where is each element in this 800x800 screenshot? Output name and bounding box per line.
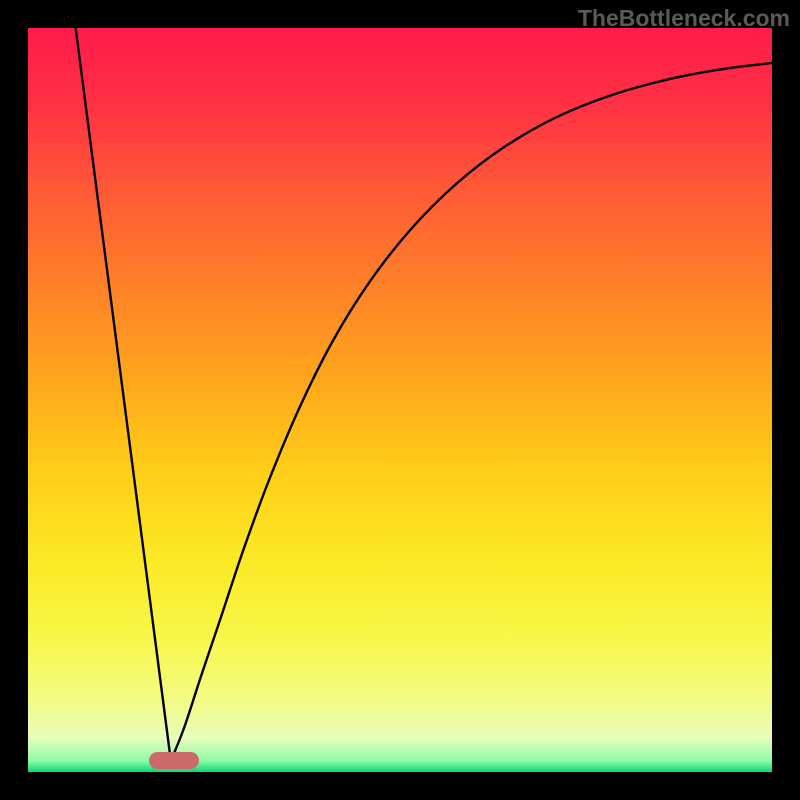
optimal-range-marker [149,752,199,769]
bottleneck-curve [28,28,772,772]
plot-area [28,28,772,772]
watermark-text: TheBottleneck.com [578,5,790,32]
chart-container: TheBottleneck.com [0,0,800,800]
